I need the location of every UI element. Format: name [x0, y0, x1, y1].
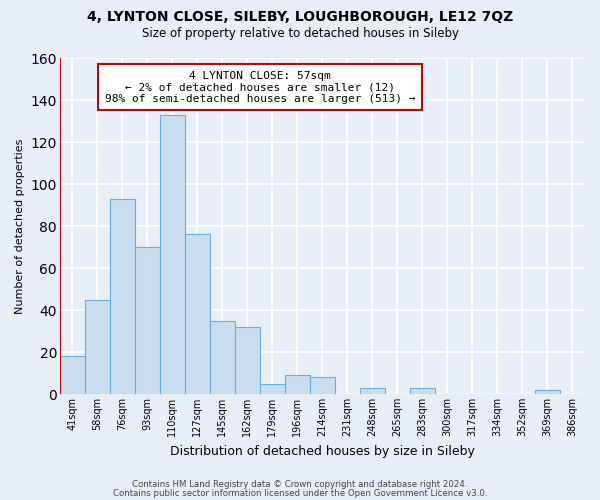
Text: Contains public sector information licensed under the Open Government Licence v3: Contains public sector information licen… [113, 488, 487, 498]
Text: Size of property relative to detached houses in Sileby: Size of property relative to detached ho… [142, 28, 458, 40]
Bar [85, 300, 110, 394]
Bar [535, 390, 560, 394]
Bar [160, 114, 185, 394]
Bar [410, 388, 435, 394]
Bar [135, 247, 160, 394]
Bar [60, 356, 85, 394]
Bar [210, 320, 235, 394]
Y-axis label: Number of detached properties: Number of detached properties [15, 138, 25, 314]
Bar [285, 375, 310, 394]
Bar [185, 234, 210, 394]
Text: 4, LYNTON CLOSE, SILEBY, LOUGHBOROUGH, LE12 7QZ: 4, LYNTON CLOSE, SILEBY, LOUGHBOROUGH, L… [87, 10, 513, 24]
Text: Contains HM Land Registry data © Crown copyright and database right 2024.: Contains HM Land Registry data © Crown c… [132, 480, 468, 489]
Text: 4 LYNTON CLOSE: 57sqm
← 2% of detached houses are smaller (12)
98% of semi-detac: 4 LYNTON CLOSE: 57sqm ← 2% of detached h… [104, 70, 415, 104]
Bar [360, 388, 385, 394]
Bar [310, 377, 335, 394]
X-axis label: Distribution of detached houses by size in Sileby: Distribution of detached houses by size … [170, 444, 475, 458]
Bar [260, 384, 285, 394]
Bar [235, 327, 260, 394]
Bar [110, 198, 135, 394]
